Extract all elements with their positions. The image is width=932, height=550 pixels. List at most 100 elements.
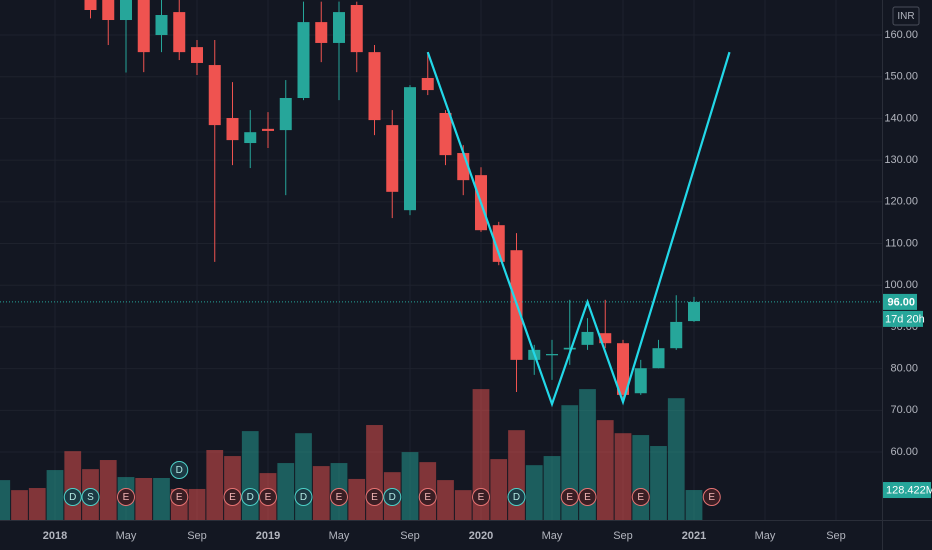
x-tick-label: May [329, 530, 350, 542]
x-tick-label: 2018 [43, 530, 67, 542]
candle-body [563, 347, 576, 350]
candle-body [581, 331, 594, 345]
last-price-box [883, 293, 917, 310]
x-tick-label: 2021 [682, 530, 706, 542]
event-marker [63, 488, 82, 506]
event-label: E [336, 492, 343, 503]
event-label: E [176, 492, 183, 503]
candle-body [279, 97, 292, 131]
event-label: E [584, 492, 591, 503]
event-label: E [371, 492, 378, 503]
volume-bar [685, 490, 703, 520]
volume-bar [312, 466, 330, 520]
volume-bar [437, 480, 454, 520]
candle-body [439, 113, 452, 156]
candle-body [652, 348, 665, 369]
volume-bar [153, 478, 170, 520]
candle-body [102, 0, 115, 21]
volume-bar [650, 446, 667, 520]
x-tick-label: Sep [400, 530, 420, 542]
event-label: D [513, 492, 520, 503]
event-marker [259, 488, 277, 506]
candle-body [634, 368, 647, 394]
currency-label[interactable]: INR [897, 11, 914, 22]
volume-bar [0, 480, 11, 520]
candle-body [386, 125, 399, 192]
x-tick-label: Sep [613, 530, 633, 542]
event-label: E [637, 492, 644, 503]
event-marker [170, 488, 189, 506]
y-tick-label: 80.00 [890, 363, 918, 375]
last-price-label: 96.00 [887, 296, 915, 308]
candle-body [208, 65, 221, 126]
event-marker [560, 488, 579, 506]
volume-bar [508, 430, 525, 520]
candle-body [670, 321, 683, 349]
event-label: E [424, 492, 431, 503]
candle-body [191, 47, 203, 63]
candle-body [120, 0, 132, 21]
axes: 60.0070.0080.0090.00100.00110.00120.0013… [43, 29, 932, 542]
candle-body [315, 22, 328, 43]
countdown-label: 17d 20h [885, 313, 925, 325]
event-label: E [229, 492, 236, 503]
candle-body [262, 128, 274, 131]
pattern-line [426, 51, 731, 408]
candle-body [226, 118, 239, 141]
x-tick-label: Sep [187, 530, 207, 542]
event-label: E [123, 492, 130, 503]
x-tick-label: May [755, 530, 776, 542]
event-marker [117, 488, 135, 506]
volume-value-box [883, 482, 931, 499]
candle-body [297, 22, 310, 98]
event-label: E [708, 492, 715, 503]
event-marker [365, 488, 384, 506]
candle-body [404, 87, 416, 211]
event-label: D [69, 492, 76, 503]
currency-box[interactable] [892, 6, 920, 26]
candle-body [368, 52, 381, 121]
event-marker [631, 488, 650, 506]
candle-body [617, 343, 629, 395]
volume-bar [135, 478, 153, 520]
event-label: D [389, 492, 396, 503]
event-marker [702, 488, 721, 506]
event-label: D [300, 492, 307, 503]
event-marker [418, 488, 437, 506]
volume-bar [241, 431, 259, 520]
x-tick-label: May [542, 530, 563, 542]
candle-body [599, 333, 612, 344]
y-tick-label: 130.00 [884, 154, 918, 166]
events-layer: D S E EDE D E D E E D E E D E E E E [63, 461, 721, 506]
volume-bar [490, 459, 508, 520]
candle-body [350, 5, 363, 53]
candle-body [546, 354, 558, 356]
candle-body [155, 15, 168, 36]
event-marker [223, 488, 242, 506]
candle-body [492, 225, 505, 262]
volume-bar [46, 470, 64, 520]
x-tick-label: Sep [826, 530, 846, 542]
event-label: E [566, 492, 573, 503]
event-marker [507, 488, 526, 506]
volume-bar [543, 456, 561, 520]
event-label: D [247, 492, 254, 503]
volume-bar [277, 463, 295, 520]
event-marker [81, 488, 100, 506]
y-tick-label: 120.00 [884, 196, 918, 208]
candle-body [688, 301, 700, 322]
volume-bar [454, 490, 472, 520]
volume-bar [667, 398, 685, 520]
drawing-layer [426, 51, 731, 408]
volume-bar [579, 389, 596, 520]
volume-bar [596, 420, 614, 520]
volume-bar [11, 490, 28, 520]
event-label: D [176, 465, 183, 476]
volume-bar [614, 433, 632, 520]
volume-bar [472, 389, 490, 520]
volume-bar [525, 465, 543, 520]
y-tick-label: 160.00 [884, 29, 918, 41]
